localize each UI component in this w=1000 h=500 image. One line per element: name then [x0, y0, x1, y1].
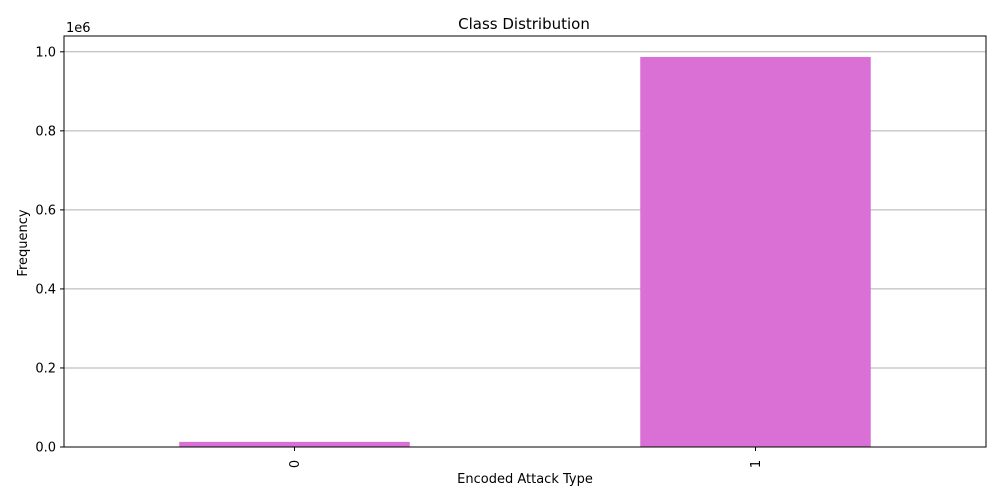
plot-frame	[63, 35, 987, 448]
y-tick-label: 0.6	[35, 203, 56, 218]
y-ticks: 0.0 0.2 0.4 0.6 0.8 1.0	[35, 45, 64, 456]
y-tick-label: 0.0	[35, 441, 56, 456]
x-tick-label: 0	[288, 460, 303, 468]
y-tick-label: 1.0	[35, 45, 56, 60]
x-axis-title: Encoded Attack Type	[457, 472, 593, 487]
y-tick-label: 0.8	[35, 124, 56, 139]
y-axis-offset-label: 1e6	[66, 21, 91, 36]
chart-title: Class Distribution	[458, 15, 590, 33]
y-tick-label: 0.2	[35, 361, 56, 376]
bars	[179, 56, 871, 447]
x-tick-label: 1	[749, 460, 764, 468]
axes	[63, 35, 987, 448]
y-axis-title: Frequency	[16, 209, 31, 276]
y-tick-label: 0.4	[35, 282, 56, 297]
bar-0	[179, 441, 410, 447]
bar-1	[640, 56, 871, 447]
